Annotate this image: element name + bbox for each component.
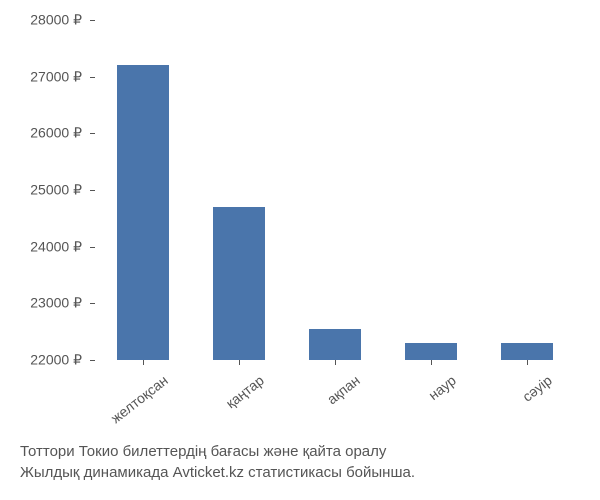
x-axis: желтоқсанқаңтарақпаннаурсәуір (95, 360, 575, 430)
caption-line-1: Тоттори Токио билеттердің бағасы және қа… (20, 441, 580, 463)
x-tick-label: сәуір (482, 372, 555, 434)
x-tick-mark (527, 360, 528, 365)
y-tick-label: 23000 ₽ (30, 295, 82, 312)
bar (309, 329, 362, 360)
chart-container: 22000 ₽ 23000 ₽ 24000 ₽ 25000 ₽ 26000 ₽ 27000… (0, 0, 600, 500)
x-tick-label: ақпан (290, 372, 363, 434)
x-tick-mark (239, 360, 240, 365)
bar (117, 65, 170, 360)
x-tick-label: қаңтар (194, 372, 267, 434)
x-tick-mark (335, 360, 336, 365)
caption: Тоттори Токио билеттердің бағасы және қа… (20, 441, 580, 485)
y-tick-label: 26000 ₽ (30, 125, 82, 142)
x-tick-mark (431, 360, 432, 365)
caption-line-2: Жылдық динамикада Avticket.kz статистика… (20, 462, 580, 484)
y-tick-label: 25000 ₽ (30, 182, 82, 199)
bar (405, 343, 458, 360)
x-tick-label: наур (386, 372, 459, 434)
bar (501, 343, 554, 360)
y-tick-label: 24000 ₽ (30, 238, 82, 255)
x-tick-label: желтоқсан (98, 372, 171, 434)
x-tick-mark (143, 360, 144, 365)
y-tick-label: 27000 ₽ (30, 68, 82, 85)
plot-area (95, 20, 575, 360)
bar (213, 207, 266, 360)
y-tick-label: 22000 ₽ (30, 352, 82, 369)
y-axis: 22000 ₽23000 ₽24000 ₽25000 ₽26000 ₽27000… (0, 20, 90, 360)
y-tick-label: 28000 ₽ (30, 12, 82, 29)
